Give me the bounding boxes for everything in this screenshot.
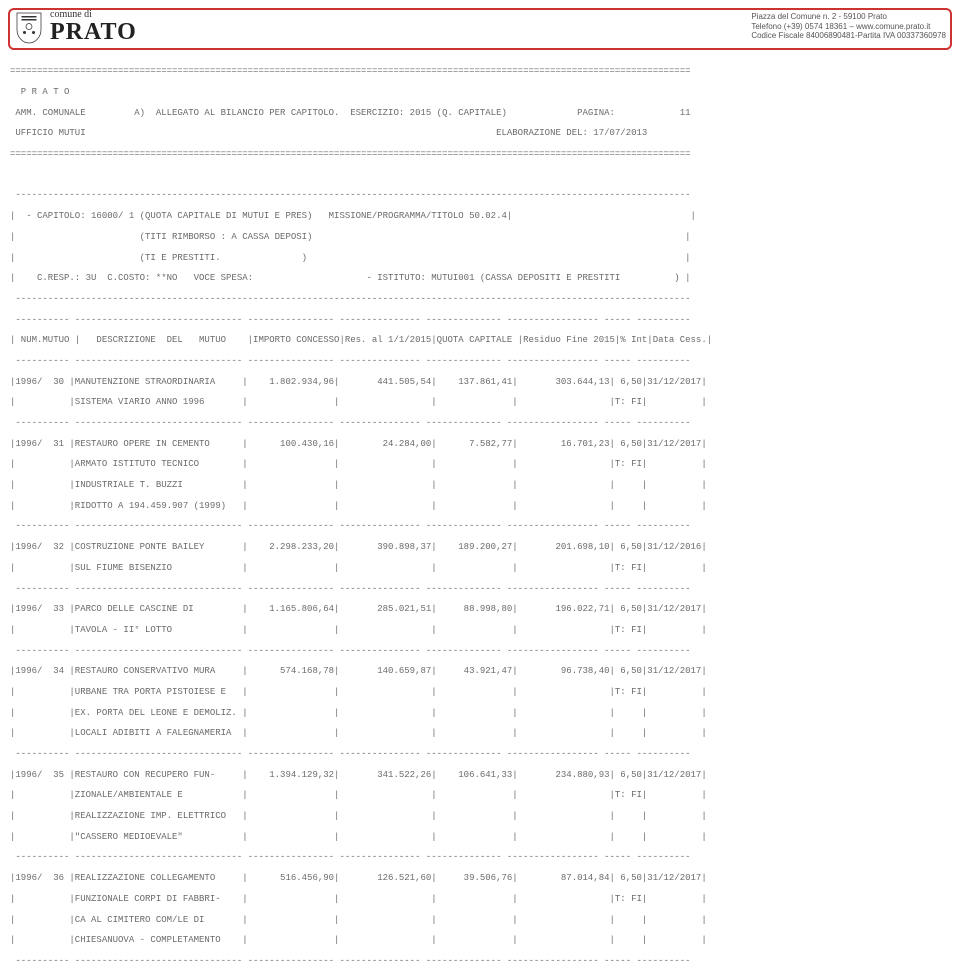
grid-sep: ---------- -----------------------------…	[10, 584, 950, 594]
table-row: |1996/ 34 |RESTAURO CONSERVATIVO MURA | …	[10, 666, 950, 676]
banner-sep: ========================================…	[10, 66, 950, 76]
box-sep: ----------------------------------------…	[10, 294, 950, 304]
table-row: | |INDUSTRIALE T. BUZZI | | | | | | |	[10, 480, 950, 490]
table-row: | |CA AL CIMITERO COM/LE DI | | | | | | …	[10, 915, 950, 925]
grid-header: | NUM.MUTUO | DESCRIZIONE DEL MUTUO |IMP…	[10, 335, 950, 345]
table-row: | |URBANE TRA PORTA PISTOIESE E | | | | …	[10, 687, 950, 697]
table-row: | |CHIESANUOVA - COMPLETAMENTO | | | | |…	[10, 935, 950, 945]
table-row: | |TAVOLA - II° LOTTO | | | | |T: FI| |	[10, 625, 950, 635]
table-row: |1996/ 32 |COSTRUZIONE PONTE BAILEY | 2.…	[10, 542, 950, 552]
table-row: | |LOCALI ADIBITI A FALEGNAMERIA | | | |…	[10, 728, 950, 738]
table-row: | |RIDOTTO A 194.459.907 (1999) | | | | …	[10, 501, 950, 511]
grid-sep: ---------- -----------------------------…	[10, 646, 950, 656]
box-line: | (TI E PRESTITI. ) |	[10, 253, 950, 263]
grid-sep: ---------- -----------------------------…	[10, 852, 950, 862]
logo-title: PRATO	[50, 20, 137, 44]
box-line: | C.RESP.: 3U C.COSTO: **NO VOCE SPESA: …	[10, 273, 950, 283]
table-row: | |SUL FIUME BISENZIO | | | | |T: FI| |	[10, 563, 950, 573]
banner-sep: ========================================…	[10, 149, 950, 159]
grid-sep: ---------- -----------------------------…	[10, 956, 950, 966]
table-row: |1996/ 33 |PARCO DELLE CASCINE DI | 1.16…	[10, 604, 950, 614]
table-row: | |SISTEMA VIARIO ANNO 1996 | | | | |T: …	[10, 397, 950, 407]
table-row: |1996/ 31 |RESTAURO OPERE IN CEMENTO | 1…	[10, 439, 950, 449]
table-row: | |EX. PORTA DEL LEONE E DEMOLIZ. | | | …	[10, 708, 950, 718]
address-block: Piazza del Comune n. 2 - 59100 Prato Tel…	[751, 12, 946, 41]
grid-sep: ---------- -----------------------------…	[10, 315, 950, 325]
table-row: |1996/ 36 |REALIZZAZIONE COLLEGAMENTO | …	[10, 873, 950, 883]
header: comune di PRATO Piazza del Comune n. 2 -…	[14, 10, 946, 46]
box-sep: ----------------------------------------…	[10, 190, 950, 200]
table-row: | |REALIZZAZIONE IMP. ELETTRICO | | | | …	[10, 811, 950, 821]
address-line: Telefono (+39) 0574 18361 – www.comune.p…	[751, 22, 946, 32]
banner-line: AMM. COMUNALE A) ALLEGATO AL BILANCIO PE…	[10, 108, 950, 118]
banner-line: UFFICIO MUTUI ELABORAZIONE DEL: 17/07/20…	[10, 128, 950, 138]
table-row: | |ARMATO ISTITUTO TECNICO | | | | |T: F…	[10, 459, 950, 469]
table-row: |1996/ 35 |RESTAURO CON RECUPERO FUN- | …	[10, 770, 950, 780]
address-line: Piazza del Comune n. 2 - 59100 Prato	[751, 12, 946, 22]
table-row: | |"CASSERO MEDIOEVALE" | | | | | | |	[10, 832, 950, 842]
table-row: | |FUNZIONALE CORPI DI FABBRI- | | | | |…	[10, 894, 950, 904]
box-line: | - CAPITOLO: 16000/ 1 (QUOTA CAPITALE D…	[10, 211, 950, 221]
grid-sep: ---------- -----------------------------…	[10, 418, 950, 428]
grid-sep: ---------- -----------------------------…	[10, 749, 950, 759]
municipality-crest-icon	[14, 10, 44, 46]
grid-sep: ---------- -----------------------------…	[10, 521, 950, 531]
logo-block: comune di PRATO	[14, 10, 137, 46]
box-line: | (TITI RIMBORSO : A CASSA DEPOSI) |	[10, 232, 950, 242]
banner-line: P R A T O	[10, 87, 950, 97]
table-row: | |ZIONALE/AMBIENTALE E | | | | |T: FI| …	[10, 790, 950, 800]
report-body: ========================================…	[10, 56, 950, 977]
table-row: |1996/ 30 |MANUTENZIONE STRAORDINARIA | …	[10, 377, 950, 387]
grid-sep: ---------- -----------------------------…	[10, 356, 950, 366]
address-line: Codice Fiscale 84006890481-Partita IVA 0…	[751, 31, 946, 41]
